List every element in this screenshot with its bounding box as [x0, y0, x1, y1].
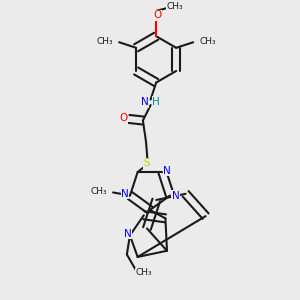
Text: H: H [152, 97, 160, 107]
Text: CH₃: CH₃ [96, 37, 113, 46]
Text: S: S [143, 158, 150, 168]
Text: CH₃: CH₃ [90, 187, 107, 196]
Text: N: N [172, 190, 179, 200]
Text: CH₃: CH₃ [136, 268, 152, 278]
Text: N: N [121, 189, 129, 199]
Text: CH₃: CH₃ [200, 37, 216, 46]
Text: N: N [141, 97, 149, 107]
Text: O: O [119, 113, 128, 123]
Text: CH₃: CH₃ [167, 2, 183, 11]
Text: N: N [164, 166, 171, 176]
Text: O: O [154, 10, 162, 20]
Text: N: N [124, 229, 131, 239]
